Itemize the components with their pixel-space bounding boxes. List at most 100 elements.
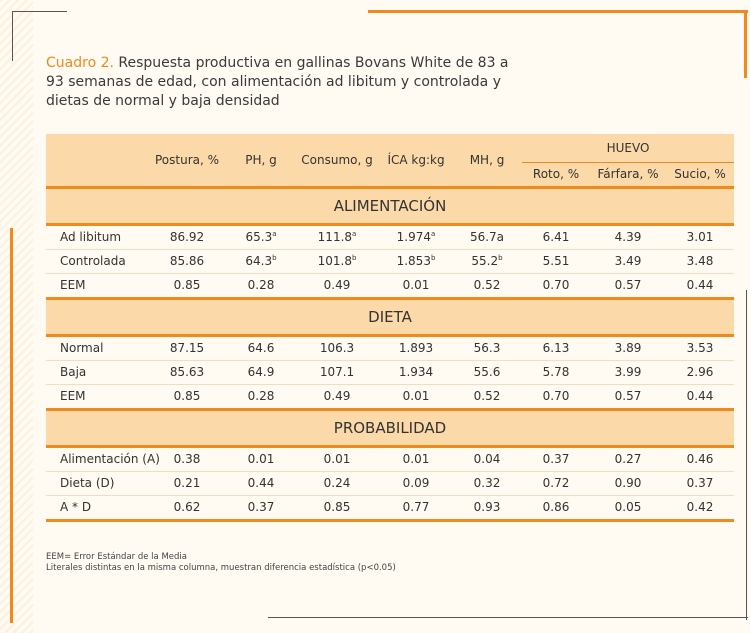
table-row: Controlada 85.86 64.3b 101.8b 1.853b 55.2b 5.5… [46, 249, 734, 274]
cell-value: 0.85 [323, 500, 351, 514]
cell-value: 0.37 [686, 476, 714, 490]
table-cell: 5.51 [522, 249, 590, 274]
cell-value: 0.70 [542, 389, 570, 403]
cell-value: 0.32 [473, 476, 501, 490]
table-cell: 106.3 [294, 335, 380, 361]
table-cell: 55.2b [452, 249, 522, 274]
table-cell: 64.9 [228, 360, 294, 385]
table-row: Dieta (D) 0.21 0.44 0.24 0.09 0.32 0.72 0.90 0.3… [46, 471, 734, 496]
table-cell: 85.86 [146, 249, 228, 274]
cell-value: 3.48 [686, 254, 714, 268]
table-cell: 0.85 [146, 273, 228, 298]
table-cell: 0.37 [666, 471, 734, 496]
cell-value: 0.01 [247, 452, 275, 466]
row-label: Normal [46, 335, 146, 361]
cell-value: 0.77 [402, 500, 430, 514]
table-cell: 0.77 [380, 495, 452, 522]
table-cell: 0.24 [294, 471, 380, 496]
group-header-huevo: HUEVO [522, 134, 734, 163]
table-row: Alimentación (A) 0.38 0.01 0.01 0.01 0.04 0.37… [46, 446, 734, 472]
frame-line [268, 617, 748, 618]
table-cell: 3.53 [666, 335, 734, 361]
cell-value: 0.90 [614, 476, 642, 490]
cell-value: 0.86 [542, 500, 570, 514]
cell-value: 0.44 [247, 476, 275, 490]
cell-value: 0.01 [402, 452, 430, 466]
table-cell: 0.37 [228, 495, 294, 522]
row-label: Alimentación (A) [46, 446, 160, 472]
cell-value: 85.86 [169, 254, 205, 268]
frame-line [12, 11, 67, 12]
table-cell: 0.93 [452, 495, 522, 522]
cell-value: 111.8 [317, 230, 353, 244]
cell-value: 0.28 [247, 389, 275, 403]
table-row: EEM 0.85 0.28 0.49 0.01 0.52 0.70 0.57 0.44 [46, 273, 734, 298]
cell-value: 0.28 [247, 278, 275, 292]
col-header-ica: ÍCA kg:kg [380, 134, 452, 187]
cell-value: 1.974 [396, 230, 432, 244]
col-header-mh: MH, g [452, 134, 522, 187]
table-cell: 0.52 [452, 273, 522, 298]
table-cell: 0.09 [380, 471, 452, 496]
table-row: Normal 87.15 64.6 106.3 1.893 56.3 6.13 3.89 3.5… [46, 335, 734, 361]
cell-value: 0.44 [686, 389, 714, 403]
table-cell: 0.44 [666, 384, 734, 409]
cell-value: 3.01 [686, 230, 714, 244]
cell-value: 0.57 [614, 278, 642, 292]
caption-text: Respuesta productiva en gallinas Bovans … [46, 55, 509, 109]
table-cell: 0.57 [590, 273, 666, 298]
footnote: Literales distintas en la misma columna,… [46, 563, 396, 573]
cell-value: 0.57 [614, 389, 642, 403]
table-cell: 85.63 [146, 360, 228, 385]
cell-value: 0.01 [323, 452, 351, 466]
cell-value: 87.15 [169, 341, 205, 355]
cell-value: 4.39 [614, 230, 642, 244]
table-cell: 6.13 [522, 335, 590, 361]
table-cell: 3.99 [590, 360, 666, 385]
table-cell: 0.72 [522, 471, 590, 496]
table-cell: 0.85 [294, 495, 380, 522]
table-cell: 1.974a [380, 224, 452, 250]
cell-value: 0.52 [473, 278, 501, 292]
cell-value: 0.09 [402, 476, 430, 490]
col-header-consumo: Consumo, g [294, 134, 380, 187]
cell-value: 5.51 [542, 254, 570, 268]
table-cell: 1.853b [380, 249, 452, 274]
table-cell: 5.78 [522, 360, 590, 385]
cell-value: 55.6 [473, 365, 501, 379]
cell-value: 1.853 [396, 254, 431, 268]
table-cell: 0.37 [522, 446, 590, 472]
table-cell: 3.89 [590, 335, 666, 361]
cell-value: 1.893 [398, 341, 434, 355]
cell-value: 85.63 [169, 365, 205, 379]
table-cell: 0.52 [452, 384, 522, 409]
cell-value: 64.9 [247, 365, 275, 379]
table-cell: 1.893 [380, 335, 452, 361]
corner-cell [46, 134, 146, 187]
footnotes: EEM= Error Estándar de la Media Literale… [46, 552, 396, 574]
table-row: Baja 85.63 64.9 107.1 1.934 55.6 5.78 3.99 2.96 [46, 360, 734, 385]
table-cell: 56.3 [452, 335, 522, 361]
table-cell: 0.01 [228, 446, 294, 472]
cell-value: 1.934 [398, 365, 434, 379]
cell-value: 0.37 [542, 452, 570, 466]
section-row: ALIMENTACIÓN [46, 185, 734, 226]
table-cell: 0.44 [666, 273, 734, 298]
table-cell: 0.01 [294, 446, 380, 472]
cell-value: 5.78 [542, 365, 570, 379]
cell-value: 0.62 [173, 500, 201, 514]
table-cell: 0.70 [522, 273, 590, 298]
cell-value: 0.01 [402, 278, 430, 292]
section-title: PROBABILIDAD [46, 407, 734, 448]
table-caption: Cuadro 2. Respuesta productiva en gallin… [46, 54, 526, 111]
cell-value: 3.89 [614, 341, 642, 355]
cell-value: 3.49 [614, 254, 642, 268]
cell-value: 0.72 [542, 476, 570, 490]
row-label: EEM [60, 278, 86, 292]
table-cell: 3.49 [590, 249, 666, 274]
table-cell: 64.3b [228, 249, 294, 274]
table-cell: 0.49 [294, 273, 380, 298]
row-label: EEM [60, 389, 86, 403]
cell-value: 0.24 [323, 476, 351, 490]
hatched-margin [0, 0, 33, 633]
